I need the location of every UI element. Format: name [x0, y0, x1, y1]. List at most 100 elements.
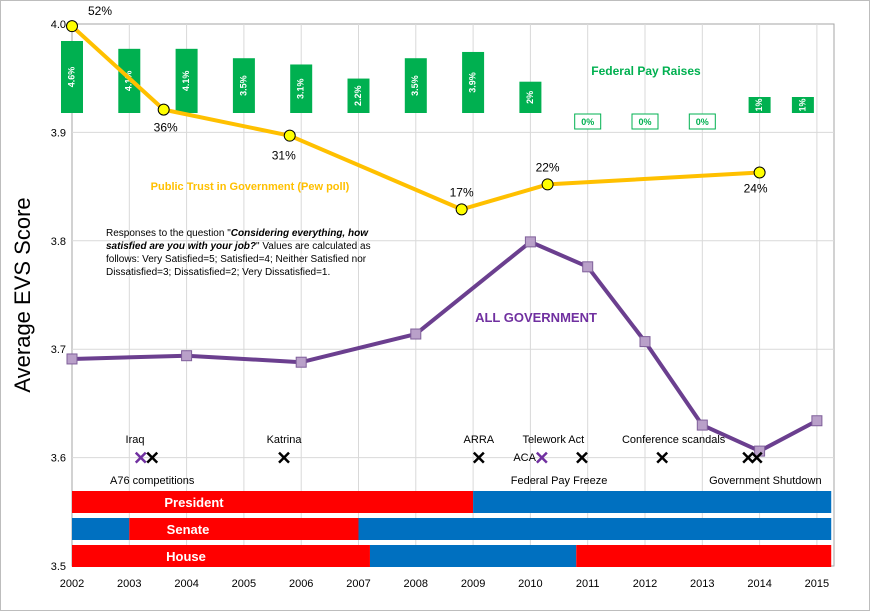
series-point: [455, 203, 468, 216]
y-tick-label: 3.9: [51, 127, 66, 139]
question-note: Responses to the question "Considering e…: [106, 227, 378, 279]
pay-raise-label: 4.1%: [181, 71, 191, 92]
x-tick-label: 2002: [60, 578, 84, 590]
data-label: 17%: [450, 185, 474, 199]
pay-raise-label: 4.6%: [66, 67, 76, 88]
pay-raise-bar: [519, 81, 542, 113]
pay-raise-bar: [791, 97, 814, 113]
control-band-segment: [473, 491, 832, 513]
series-point: [541, 178, 554, 191]
series-point: [639, 336, 651, 348]
pay-raise-bar: [290, 64, 313, 113]
data-label: 31%: [272, 149, 296, 163]
y-tick-label: 3.5: [51, 561, 66, 573]
pay-raises-title: Federal Pay Raises: [591, 64, 701, 78]
x-tick-label: 2012: [633, 578, 657, 590]
series-name-all-government: ALL GOVERNMENT: [475, 310, 597, 325]
pay-raise-bar: [748, 97, 771, 113]
event-label: Katrina: [267, 434, 303, 446]
series-line: [70, 24, 760, 212]
event-marker: [146, 451, 159, 464]
series-point: [753, 166, 766, 179]
pay-raise-bar: [232, 58, 255, 113]
pay-raise-bar: [347, 78, 370, 113]
series-point: [811, 415, 823, 427]
pay-raise-bar: [462, 51, 485, 113]
series-point: [66, 20, 78, 33]
x-tick-label: 2003: [117, 578, 141, 590]
series-point: [696, 419, 708, 431]
event-label: Telework Act: [522, 434, 584, 446]
pay-raise-label: 2%: [525, 91, 535, 104]
x-tick-label: 2014: [747, 578, 771, 590]
event-label: Conference scandals: [622, 434, 726, 446]
event-marker: [656, 451, 669, 464]
pay-raise-bar: [61, 41, 83, 113]
event-marker: [576, 451, 588, 464]
event-marker: [134, 451, 147, 464]
event-marker: [278, 451, 290, 464]
control-band-segment: [72, 491, 474, 513]
y-tick-label: 3.7: [51, 344, 66, 356]
pay-raise-bar: [688, 113, 716, 130]
pay-raise-bar: [574, 113, 602, 130]
event-label: A76 competitions: [110, 475, 195, 487]
series-point: [582, 261, 594, 273]
control-band-segment: [369, 545, 577, 567]
x-tick-label: 2005: [232, 578, 256, 590]
series-point: [295, 356, 307, 368]
x-tick-label: 2011: [576, 578, 600, 590]
series-name-trust: Public Trust in Government (Pew poll): [151, 181, 350, 193]
event-label: Federal Pay Freeze: [511, 475, 608, 487]
event-marker: [472, 451, 485, 464]
pay-raise-label: 0%: [696, 117, 709, 127]
data-label: 24%: [744, 182, 768, 196]
series-point: [181, 350, 193, 362]
pay-raise-label: 3.5%: [238, 75, 248, 96]
pay-raise-label: 0%: [638, 117, 651, 127]
event-label: Iraq: [126, 434, 145, 446]
y-tick-label: 3.8: [51, 236, 66, 248]
control-band-label: Senate: [167, 522, 210, 537]
y-axis-label: Average EVS Score: [10, 197, 35, 392]
series-point: [283, 129, 296, 142]
data-label: 22%: [536, 160, 560, 174]
x-tick-label: 2009: [461, 578, 485, 590]
series-point: [66, 353, 78, 365]
control-band-segment: [576, 545, 832, 567]
control-band-segment: [72, 518, 130, 540]
control-band-segment: [358, 518, 832, 540]
x-tick-label: 2008: [404, 578, 428, 590]
series-point: [524, 236, 536, 248]
x-tick-label: 2007: [346, 578, 370, 590]
x-tick-label: 2010: [518, 578, 542, 590]
x-tick-label: 2004: [174, 578, 198, 590]
question-note-values: " Values are calculated as follows: Very…: [106, 241, 371, 278]
pay-raise-bar: [175, 48, 198, 113]
event-marker: [535, 451, 548, 464]
question-note-question: Considering everything, how satisfied ar…: [106, 228, 368, 252]
pay-raise-label: 1%: [797, 98, 807, 111]
data-label: 36%: [154, 121, 178, 135]
y-tick-label: 3.6: [51, 453, 66, 465]
event-marker: [750, 451, 763, 464]
pay-raise-label: 3.9%: [467, 72, 477, 93]
question-note-intro: Responses to the question ": [106, 228, 231, 239]
pay-raise-bar: [404, 58, 427, 113]
event-label: ACA: [513, 452, 536, 464]
series-point: [410, 328, 422, 340]
pay-raise-label: 3.5%: [410, 75, 420, 96]
control-band-label: House: [166, 549, 206, 564]
pay-raise-label: 2.2%: [353, 86, 363, 107]
pay-raise-label: 1%: [754, 98, 764, 111]
event-marker: [742, 451, 755, 464]
y-tick-label: 4.0: [51, 19, 66, 31]
x-tick-label: 2006: [289, 578, 313, 590]
event-label: Government Shutdown: [709, 475, 822, 487]
pay-raise-label: 3.1%: [296, 78, 306, 99]
pay-raise-label: 0%: [581, 117, 594, 127]
pay-raise-label: 4.1%: [124, 71, 134, 92]
control-band-segment: [72, 545, 370, 567]
